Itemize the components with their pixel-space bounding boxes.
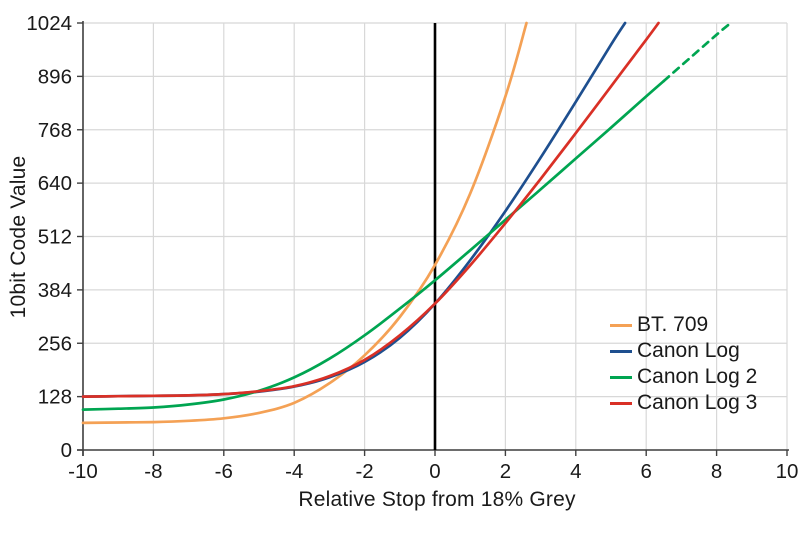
curve-canon-log-2-extrapolated [662, 21, 733, 83]
y-tick-label: 256 [38, 332, 72, 355]
series-curves [81, 21, 733, 425]
y-tick-labels: 0 128 256 384 512 640 768 896 1024 [26, 12, 72, 462]
legend-item-canon-log: Canon Log [610, 340, 757, 362]
y-tick-label: 0 [61, 439, 72, 462]
x-tick-label: -4 [285, 460, 303, 483]
y-tick-label: 768 [38, 119, 72, 142]
x-tick-label: -6 [215, 460, 233, 483]
axes [77, 21, 789, 456]
legend-label: Canon Log 2 [637, 365, 758, 388]
x-tick-label: -10 [68, 460, 98, 483]
legend-line-icon [610, 375, 632, 379]
y-tick-label: 384 [38, 279, 72, 302]
x-tick-label: 2 [500, 460, 511, 483]
x-tick-label: -2 [355, 460, 373, 483]
x-tick-label: 4 [570, 460, 581, 483]
y-tick-label: 1024 [26, 12, 72, 35]
curve-bt-709 [81, 21, 528, 425]
curve-canon-log-3 [81, 21, 660, 398]
x-tick-label: 6 [640, 460, 651, 483]
y-tick-label: 896 [38, 65, 72, 88]
legend-line-icon [610, 323, 632, 327]
legend-label: BT. 709 [637, 313, 709, 336]
curve-canon-log [81, 21, 627, 398]
y-tick-label: 512 [38, 226, 72, 249]
legend-label: Canon Log 3 [637, 391, 758, 414]
y-tick-label: 128 [38, 386, 72, 409]
curve-canon-log-2 [81, 79, 666, 411]
legend-line-icon [610, 349, 632, 353]
legend: BT. 709 Canon Log Canon Log 2 Canon Log … [610, 314, 757, 414]
x-tick-label: 0 [429, 460, 440, 483]
x-tick-label: -8 [144, 460, 162, 483]
y-tick-label: 640 [38, 172, 72, 195]
x-tick-label: 8 [711, 460, 722, 483]
x-tick-label: 10 [776, 460, 799, 483]
legend-item-canon-log3: Canon Log 3 [610, 392, 757, 414]
x-axis-title: Relative Stop from 18% Grey [298, 488, 576, 511]
y-axis-title: 10bit Code Value [7, 155, 30, 319]
legend-label: Canon Log [637, 339, 740, 362]
x-tick-labels: -10 -8 -6 -4 -2 0 2 4 6 8 10 [68, 460, 798, 483]
legend-item-bt709: BT. 709 [610, 314, 757, 336]
legend-item-canon-log2: Canon Log 2 [610, 366, 757, 388]
legend-line-icon [610, 401, 632, 405]
